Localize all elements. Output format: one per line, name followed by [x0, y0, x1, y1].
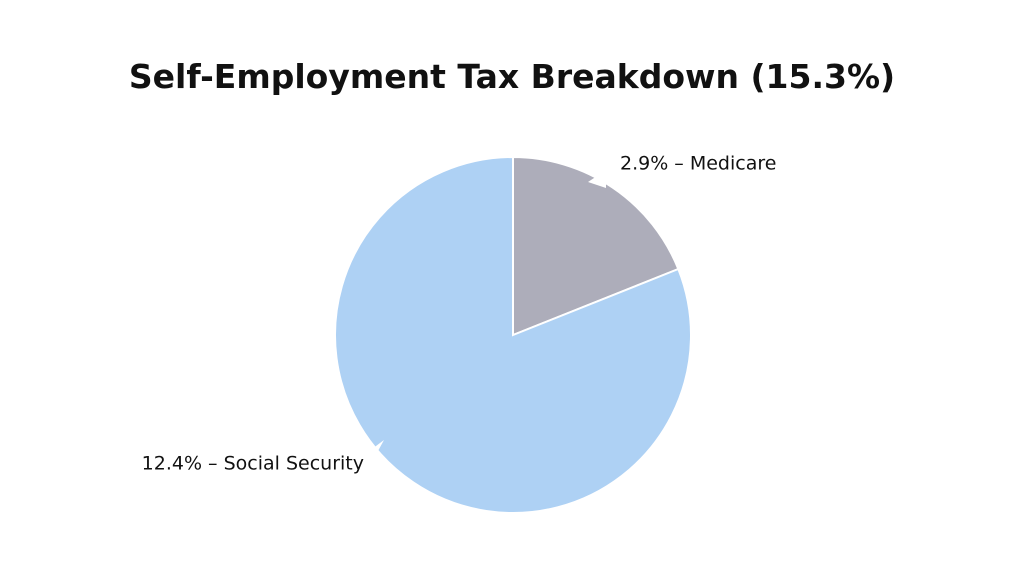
- callout-pointer: [368, 440, 384, 462]
- slice-label: 2.9% – Medicare: [620, 153, 776, 175]
- callout-pointer: [588, 170, 606, 188]
- pie: [334, 155, 692, 514]
- pie-slice: [334, 155, 692, 514]
- chart-title: Self-Employment Tax Breakdown (15.3%): [129, 57, 895, 96]
- pie-slice: [512, 155, 680, 337]
- slice-label: 12.4% – Social Security: [142, 453, 364, 475]
